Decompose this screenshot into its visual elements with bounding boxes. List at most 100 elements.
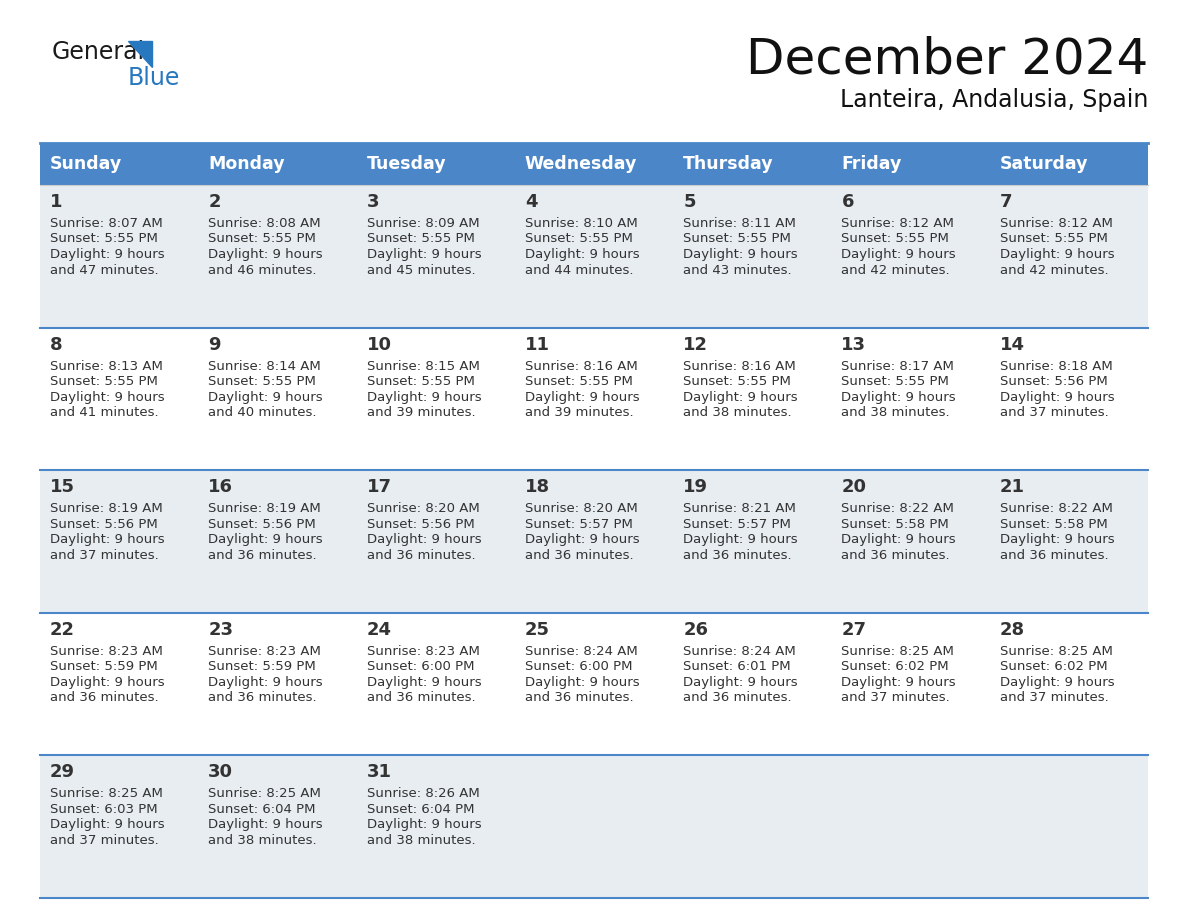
Text: 26: 26 xyxy=(683,621,708,639)
Text: Daylight: 9 hours: Daylight: 9 hours xyxy=(208,390,323,404)
Text: Daylight: 9 hours: Daylight: 9 hours xyxy=(683,676,798,688)
Text: Sunset: 5:58 PM: Sunset: 5:58 PM xyxy=(1000,518,1107,531)
Bar xyxy=(40,185,1148,328)
Text: Daylight: 9 hours: Daylight: 9 hours xyxy=(683,533,798,546)
Text: Sunrise: 8:09 AM: Sunrise: 8:09 AM xyxy=(367,217,479,230)
Text: Sunrise: 8:14 AM: Sunrise: 8:14 AM xyxy=(208,360,321,373)
Text: Sunrise: 8:25 AM: Sunrise: 8:25 AM xyxy=(50,788,163,800)
Text: 13: 13 xyxy=(841,336,866,353)
Text: Sunrise: 8:20 AM: Sunrise: 8:20 AM xyxy=(525,502,638,515)
Text: 31: 31 xyxy=(367,764,392,781)
Text: Sunset: 5:55 PM: Sunset: 5:55 PM xyxy=(525,375,633,388)
Text: Sunset: 5:58 PM: Sunset: 5:58 PM xyxy=(841,518,949,531)
Text: Sunrise: 8:22 AM: Sunrise: 8:22 AM xyxy=(1000,502,1113,515)
Text: Daylight: 9 hours: Daylight: 9 hours xyxy=(1000,390,1114,404)
Text: Lanteira, Andalusia, Spain: Lanteira, Andalusia, Spain xyxy=(840,88,1148,112)
Polygon shape xyxy=(128,41,152,67)
Text: Sunrise: 8:19 AM: Sunrise: 8:19 AM xyxy=(50,502,163,515)
Bar xyxy=(40,470,1148,613)
Text: 29: 29 xyxy=(50,764,75,781)
Text: Sunrise: 8:20 AM: Sunrise: 8:20 AM xyxy=(367,502,479,515)
Text: Sunset: 5:57 PM: Sunset: 5:57 PM xyxy=(525,518,633,531)
Text: Sunset: 5:55 PM: Sunset: 5:55 PM xyxy=(841,375,949,388)
Text: 5: 5 xyxy=(683,193,696,211)
Text: 28: 28 xyxy=(1000,621,1025,639)
Text: 8: 8 xyxy=(50,336,63,353)
Text: Daylight: 9 hours: Daylight: 9 hours xyxy=(841,533,956,546)
Text: Sunrise: 8:18 AM: Sunrise: 8:18 AM xyxy=(1000,360,1112,373)
Text: Sunrise: 8:25 AM: Sunrise: 8:25 AM xyxy=(1000,644,1113,658)
Bar xyxy=(40,613,1148,756)
Text: and 38 minutes.: and 38 minutes. xyxy=(683,406,791,420)
Text: Sunrise: 8:21 AM: Sunrise: 8:21 AM xyxy=(683,502,796,515)
Text: Sunset: 5:55 PM: Sunset: 5:55 PM xyxy=(683,232,791,245)
Text: and 37 minutes.: and 37 minutes. xyxy=(50,549,159,562)
Text: Sunrise: 8:24 AM: Sunrise: 8:24 AM xyxy=(683,644,796,658)
Text: Sunrise: 8:11 AM: Sunrise: 8:11 AM xyxy=(683,217,796,230)
Text: Sunrise: 8:23 AM: Sunrise: 8:23 AM xyxy=(367,644,480,658)
Text: Sunrise: 8:10 AM: Sunrise: 8:10 AM xyxy=(525,217,638,230)
Text: 25: 25 xyxy=(525,621,550,639)
Text: 9: 9 xyxy=(208,336,221,353)
Text: Sunset: 5:59 PM: Sunset: 5:59 PM xyxy=(50,660,158,673)
Text: 23: 23 xyxy=(208,621,233,639)
Text: and 43 minutes.: and 43 minutes. xyxy=(683,263,791,276)
Text: 15: 15 xyxy=(50,478,75,497)
Text: 2: 2 xyxy=(208,193,221,211)
Text: Sunset: 5:55 PM: Sunset: 5:55 PM xyxy=(1000,232,1107,245)
Text: Sunrise: 8:17 AM: Sunrise: 8:17 AM xyxy=(841,360,954,373)
Text: Daylight: 9 hours: Daylight: 9 hours xyxy=(841,248,956,261)
Text: Sunrise: 8:16 AM: Sunrise: 8:16 AM xyxy=(525,360,638,373)
Text: and 39 minutes.: and 39 minutes. xyxy=(367,406,475,420)
Text: Sunset: 5:55 PM: Sunset: 5:55 PM xyxy=(208,375,316,388)
Text: and 36 minutes.: and 36 minutes. xyxy=(367,691,475,704)
Text: Sunset: 5:56 PM: Sunset: 5:56 PM xyxy=(367,518,474,531)
Text: Sunset: 5:55 PM: Sunset: 5:55 PM xyxy=(50,232,158,245)
Text: and 38 minutes.: and 38 minutes. xyxy=(208,834,317,847)
Text: Daylight: 9 hours: Daylight: 9 hours xyxy=(841,676,956,688)
Text: Daylight: 9 hours: Daylight: 9 hours xyxy=(1000,676,1114,688)
Text: and 38 minutes.: and 38 minutes. xyxy=(841,406,950,420)
Text: 11: 11 xyxy=(525,336,550,353)
Text: 6: 6 xyxy=(841,193,854,211)
Bar xyxy=(40,756,1148,898)
Text: Daylight: 9 hours: Daylight: 9 hours xyxy=(50,248,165,261)
Text: and 36 minutes.: and 36 minutes. xyxy=(841,549,950,562)
Bar xyxy=(990,143,1148,185)
Text: 24: 24 xyxy=(367,621,392,639)
Text: Saturday: Saturday xyxy=(1000,155,1088,173)
Text: and 37 minutes.: and 37 minutes. xyxy=(1000,691,1108,704)
Text: Daylight: 9 hours: Daylight: 9 hours xyxy=(683,390,798,404)
Text: Daylight: 9 hours: Daylight: 9 hours xyxy=(1000,248,1114,261)
Text: 17: 17 xyxy=(367,478,392,497)
Text: Wednesday: Wednesday xyxy=(525,155,637,173)
Text: Sunset: 5:56 PM: Sunset: 5:56 PM xyxy=(50,518,158,531)
Text: 1: 1 xyxy=(50,193,63,211)
Text: 22: 22 xyxy=(50,621,75,639)
Text: Sunday: Sunday xyxy=(50,155,122,173)
Text: Sunrise: 8:15 AM: Sunrise: 8:15 AM xyxy=(367,360,480,373)
Text: and 36 minutes.: and 36 minutes. xyxy=(1000,549,1108,562)
Text: 7: 7 xyxy=(1000,193,1012,211)
Text: and 46 minutes.: and 46 minutes. xyxy=(208,263,317,276)
Text: Sunrise: 8:19 AM: Sunrise: 8:19 AM xyxy=(208,502,321,515)
Text: Daylight: 9 hours: Daylight: 9 hours xyxy=(367,676,481,688)
Bar xyxy=(356,143,514,185)
Text: and 38 minutes.: and 38 minutes. xyxy=(367,834,475,847)
Text: 10: 10 xyxy=(367,336,392,353)
Text: Daylight: 9 hours: Daylight: 9 hours xyxy=(841,390,956,404)
Text: Sunset: 5:57 PM: Sunset: 5:57 PM xyxy=(683,518,791,531)
Text: Sunset: 6:04 PM: Sunset: 6:04 PM xyxy=(208,803,316,816)
Bar xyxy=(674,143,832,185)
Text: and 44 minutes.: and 44 minutes. xyxy=(525,263,633,276)
Text: Friday: Friday xyxy=(841,155,902,173)
Text: Sunrise: 8:12 AM: Sunrise: 8:12 AM xyxy=(841,217,954,230)
Text: and 36 minutes.: and 36 minutes. xyxy=(50,691,159,704)
Text: Daylight: 9 hours: Daylight: 9 hours xyxy=(50,819,165,832)
Text: Sunset: 5:56 PM: Sunset: 5:56 PM xyxy=(1000,375,1107,388)
Text: 27: 27 xyxy=(841,621,866,639)
Text: Sunset: 5:55 PM: Sunset: 5:55 PM xyxy=(367,232,474,245)
Text: and 36 minutes.: and 36 minutes. xyxy=(208,549,317,562)
Text: Sunset: 5:55 PM: Sunset: 5:55 PM xyxy=(525,232,633,245)
Text: 3: 3 xyxy=(367,193,379,211)
